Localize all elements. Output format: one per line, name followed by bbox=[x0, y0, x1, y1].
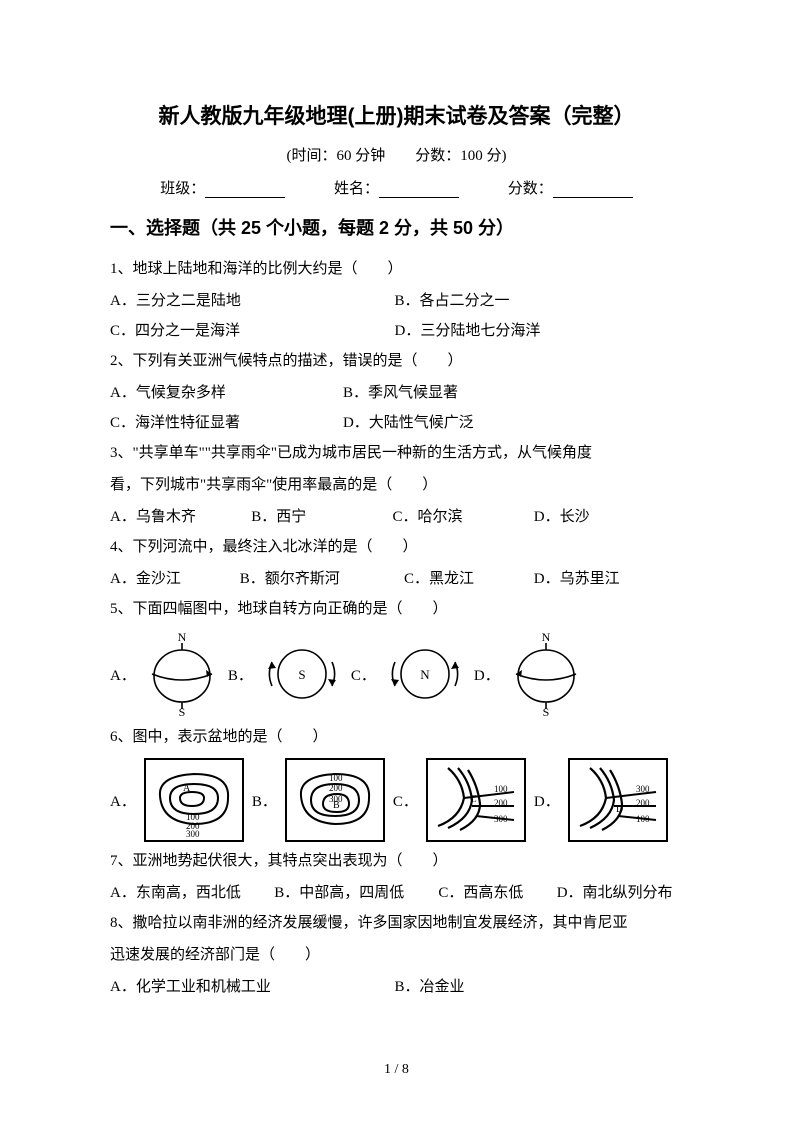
svg-text:D: D bbox=[616, 804, 623, 815]
q2-stem: 2、下列有关亚洲气候特点的描述，错误的是（ ） bbox=[110, 346, 683, 376]
q2-b: B．季风气候显著 bbox=[343, 378, 458, 408]
q4-b: B．额尔齐斯河 bbox=[240, 564, 400, 594]
q1-options: A．三分之二是陆地 B．各占二分之一 C．四分之一是海洋 D．三分陆地七分海洋 bbox=[110, 286, 683, 346]
q6-stem: 6、图中，表示盆地的是（ ） bbox=[110, 722, 683, 752]
q6-c-label: C． bbox=[393, 790, 418, 811]
q8-stem-2: 迅速发展的经济部门是（ ） bbox=[110, 940, 683, 970]
q5-diagram-c: N bbox=[384, 638, 466, 710]
svg-text:N: N bbox=[178, 630, 187, 644]
svg-text:200: 200 bbox=[636, 798, 650, 808]
q5-a-label: A． bbox=[110, 664, 136, 685]
q2-d: D．大陆性气候广泛 bbox=[343, 408, 474, 438]
svg-text:S: S bbox=[179, 705, 186, 718]
q4-stem: 4、下列河流中，最终注入北冰洋的是（ ） bbox=[110, 532, 683, 562]
svg-text:200: 200 bbox=[329, 783, 343, 793]
q5-diagram-row: A． N S B． S C． N D． N S bbox=[110, 630, 683, 718]
q2-options: A．气候复杂多样 B．季风气候显著 C．海洋性特征显著 D．大陆性气候广泛 bbox=[110, 378, 683, 438]
q4-d: D．乌苏里江 bbox=[534, 564, 620, 594]
q4-c: C．黑龙江 bbox=[404, 564, 530, 594]
q5-b-label: B． bbox=[228, 664, 253, 685]
section-1-title: 一、选择题（共 25 个小题，每题 2 分，共 50 分） bbox=[110, 214, 683, 240]
q1-b: B．各占二分之一 bbox=[395, 286, 676, 316]
q6-diagram-b: B 100 200 300 bbox=[285, 758, 385, 842]
q3-a: A．乌鲁木齐 bbox=[110, 502, 248, 532]
q5-diagram-b: S bbox=[261, 638, 343, 710]
q3-b: B．西宁 bbox=[251, 502, 389, 532]
q4-options: A．金沙江 B．额尔齐斯河 C．黑龙江 D．乌苏里江 bbox=[110, 564, 683, 594]
page-number: 1 / 8 bbox=[0, 1062, 793, 1078]
q8-b: B．冶金业 bbox=[395, 972, 465, 1002]
q5-diagram-d: N S bbox=[508, 630, 584, 718]
name-blank[interactable] bbox=[379, 182, 459, 198]
q2-a: A．气候复杂多样 bbox=[110, 378, 339, 408]
exam-title: 新人教版九年级地理(上册)期末试卷及答案（完整） bbox=[110, 100, 683, 130]
q7-stem: 7、亚洲地势起伏很大，其特点突出表现为（ ） bbox=[110, 846, 683, 876]
svg-text:100: 100 bbox=[494, 784, 508, 794]
svg-text:N: N bbox=[420, 667, 430, 682]
q7-options: A．东南高，西北低 B．中部高，四周低 C．西高东低 D．南北纵列分布 bbox=[110, 878, 683, 908]
score-blank[interactable] bbox=[553, 182, 633, 198]
q8-options: A．化学工业和机械工业 B．冶金业 bbox=[110, 972, 683, 1002]
svg-text:A: A bbox=[183, 783, 191, 794]
q5-stem: 5、下面四幅图中，地球自转方向正确的是（ ） bbox=[110, 594, 683, 624]
svg-text:100: 100 bbox=[636, 814, 650, 824]
q3-stem-1: 3、"共享单车""共享雨伞"已成为城市居民一种新的生活方式，从气候角度 bbox=[110, 438, 683, 468]
svg-text:300: 300 bbox=[494, 814, 508, 824]
q6-diagram-c: C 100 200 300 bbox=[426, 758, 526, 842]
q6-diagram-a: A 100 200 300 bbox=[144, 758, 244, 842]
q3-d: D．长沙 bbox=[534, 502, 672, 532]
svg-text:200: 200 bbox=[494, 798, 508, 808]
q2-c: C．海洋性特征显著 bbox=[110, 408, 339, 438]
q8-stem-1: 8、撒哈拉以南非洲的经济发展缓慢，许多国家因地制宜发展经济，其中肯尼亚 bbox=[110, 908, 683, 938]
class-blank[interactable] bbox=[205, 182, 285, 198]
q6-d-label: D． bbox=[534, 790, 560, 811]
svg-text:300: 300 bbox=[636, 784, 650, 794]
svg-text:300: 300 bbox=[186, 829, 200, 838]
class-label: 班级： bbox=[160, 181, 205, 197]
q7-a: A．东南高，西北低 bbox=[110, 878, 270, 908]
q5-d-label: D． bbox=[474, 664, 500, 685]
q3-options: A．乌鲁木齐 B．西宁 C．哈尔滨 D．长沙 bbox=[110, 502, 683, 532]
q7-b: B．中部高，四周低 bbox=[274, 878, 434, 908]
name-label: 姓名： bbox=[334, 181, 379, 197]
q1-a: A．三分之二是陆地 bbox=[110, 286, 391, 316]
q6-diagram-row: A． A 100 200 300 B． B 100 200 300 C． bbox=[110, 758, 683, 842]
q3-stem-2: 看，下列城市"共享雨伞"使用率最高的是（ ） bbox=[110, 470, 683, 500]
q6-a-label: A． bbox=[110, 790, 136, 811]
student-info-row: 班级： 姓名： 分数： bbox=[110, 177, 683, 198]
q3-c: C．哈尔滨 bbox=[393, 502, 531, 532]
score-label: 分数： bbox=[508, 181, 553, 197]
q8-a: A．化学工业和机械工业 bbox=[110, 972, 391, 1002]
q1-stem: 1、地球上陆地和海洋的比例大约是（ ） bbox=[110, 254, 683, 284]
q6-b-label: B． bbox=[252, 790, 277, 811]
svg-text:C: C bbox=[470, 794, 477, 805]
q4-a: A．金沙江 bbox=[110, 564, 236, 594]
q5-c-label: C． bbox=[351, 664, 376, 685]
svg-text:S: S bbox=[298, 667, 305, 682]
q1-c: C．四分之一是海洋 bbox=[110, 316, 391, 346]
q6-diagram-d: D 300 200 100 bbox=[568, 758, 668, 842]
svg-text:100: 100 bbox=[329, 773, 343, 783]
svg-text:N: N bbox=[541, 630, 550, 644]
q7-d: D．南北纵列分布 bbox=[557, 878, 673, 908]
q5-diagram-a: N S bbox=[144, 630, 220, 718]
q7-c: C．西高东低 bbox=[438, 878, 553, 908]
q1-d: D．三分陆地七分海洋 bbox=[395, 316, 676, 346]
svg-text:300: 300 bbox=[329, 794, 343, 804]
exam-subtitle: (时间：60 分钟 分数：100 分) bbox=[110, 144, 683, 165]
svg-text:S: S bbox=[542, 705, 549, 718]
